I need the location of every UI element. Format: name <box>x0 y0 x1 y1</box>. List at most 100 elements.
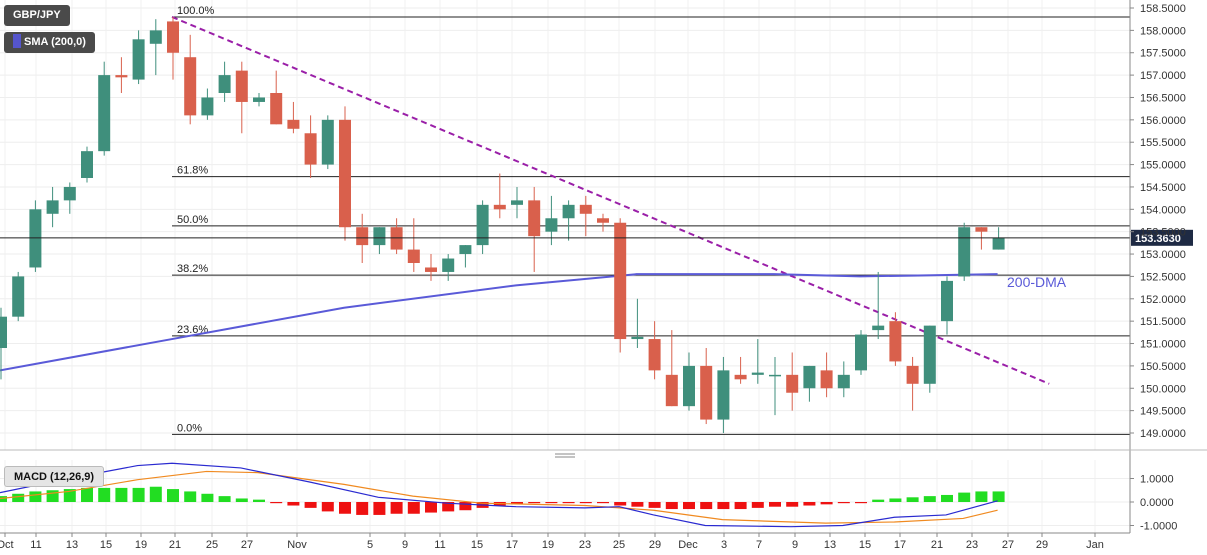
candle-body <box>528 200 541 237</box>
macd-histogram-bar <box>872 499 885 502</box>
x-tick-label: 15 <box>859 539 871 551</box>
macd-histogram-bar <box>631 502 644 507</box>
candle-body <box>253 97 265 102</box>
candle <box>235 61 248 134</box>
macd-histogram-bar <box>12 493 25 502</box>
y-tick-label: 158.5000 <box>1140 3 1186 15</box>
macd-histogram-bar <box>321 502 334 512</box>
y-tick-label: 156.5000 <box>1140 92 1186 104</box>
y-tick-label: 157.0000 <box>1140 70 1186 82</box>
macd-histogram-bar <box>820 502 833 505</box>
candle-body <box>459 245 472 255</box>
y-tick-label: 158.0000 <box>1140 25 1186 37</box>
candle-body <box>81 151 93 178</box>
candle <box>304 115 317 178</box>
candle-body <box>665 374 678 407</box>
macd-histogram-bar <box>803 502 816 506</box>
macd-histogram-bar <box>648 502 661 508</box>
candle-body <box>63 186 76 201</box>
candle-body <box>339 119 351 228</box>
candle-body <box>218 75 231 93</box>
macd-histogram-bar <box>270 502 283 504</box>
fib-label: 100.0% <box>177 5 215 17</box>
macd-y-tick-label: -1.0000 <box>1140 521 1177 533</box>
candle-body <box>889 321 902 362</box>
candle-body <box>46 200 59 214</box>
macd-histogram-bar <box>115 487 128 502</box>
macd-histogram-bar <box>837 502 850 504</box>
candle-body <box>12 276 25 317</box>
y-tick-label: 150.0000 <box>1140 383 1186 395</box>
macd-histogram-bar <box>545 502 558 504</box>
y-tick-label: 156.0000 <box>1140 115 1186 127</box>
candle <box>941 276 953 335</box>
candle <box>889 312 902 366</box>
y-tick-label: 157.5000 <box>1140 48 1186 60</box>
candle-body <box>235 70 248 102</box>
sma-200-line <box>0 273 998 372</box>
candle <box>339 106 351 241</box>
dma-label: 200-DMA <box>1007 274 1067 290</box>
candle <box>442 254 455 281</box>
candle-body <box>683 365 695 407</box>
x-tick-label: Jan <box>1086 539 1104 551</box>
candle <box>923 325 936 393</box>
candle <box>769 356 781 416</box>
candle-body <box>0 316 7 348</box>
candle-body <box>562 204 575 219</box>
x-tick-label: 3 <box>721 539 727 551</box>
candle <box>253 93 265 107</box>
x-tick-label: 29 <box>649 539 661 551</box>
panel-resize-handle[interactable] <box>555 453 575 458</box>
x-tick-label: 17 <box>506 539 518 551</box>
macd-histogram-bar <box>992 491 1005 502</box>
candle <box>597 213 609 232</box>
symbol-label: GBP/JPY <box>13 9 61 21</box>
candle <box>579 195 592 237</box>
candle <box>528 186 541 272</box>
candle-body <box>855 334 867 371</box>
candle <box>98 61 111 156</box>
candle <box>631 298 644 348</box>
candle <box>201 88 214 120</box>
candle <box>837 361 850 398</box>
candle-body <box>201 97 214 116</box>
candle-body <box>132 39 145 80</box>
candle-body <box>717 370 730 420</box>
candle <box>545 195 558 246</box>
sma-badge[interactable]: SMA (200,0) <box>4 32 95 53</box>
candle <box>717 356 730 433</box>
x-tick-label: 13 <box>824 539 836 551</box>
macd-histogram-bar <box>356 502 369 515</box>
fib-label: 61.8% <box>177 165 208 177</box>
macd-histogram-bar <box>253 499 265 502</box>
symbol-badge[interactable]: GBP/JPY <box>4 5 70 26</box>
macd-histogram-bar <box>304 502 317 508</box>
candle-body <box>992 237 1005 250</box>
candle-body <box>390 227 403 250</box>
candle-body <box>923 325 936 384</box>
macd-histogram-bar <box>717 502 730 510</box>
x-tick-label: Dec <box>678 539 698 551</box>
candle-body <box>270 93 283 125</box>
candle-body <box>786 374 799 393</box>
x-tick-label: 9 <box>402 539 408 551</box>
candle <box>390 218 403 255</box>
macd-histogram-bar <box>923 496 936 502</box>
macd-histogram-bar <box>201 493 214 502</box>
candle <box>751 339 764 384</box>
candle-body <box>167 21 179 53</box>
y-tick-label: 149.0000 <box>1140 428 1186 440</box>
candle <box>373 227 386 255</box>
candle-body <box>614 222 627 340</box>
x-tick-label: 5 <box>367 539 373 551</box>
candle-body <box>115 75 128 78</box>
y-tick-label: 154.0000 <box>1140 204 1186 216</box>
candle <box>786 352 799 411</box>
candle-body <box>287 119 300 129</box>
macd-histogram-bar <box>665 502 678 510</box>
y-tick-label: 151.5000 <box>1140 316 1186 328</box>
macd-badge[interactable]: MACD (12,26,9) <box>4 466 105 487</box>
